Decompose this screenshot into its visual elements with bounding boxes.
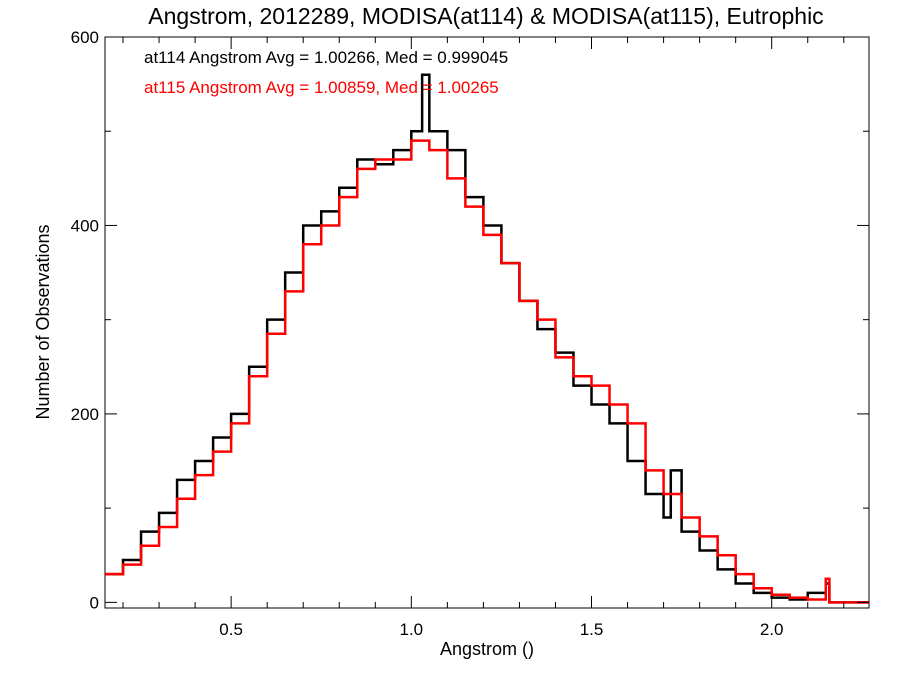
y-tick-label: 600 xyxy=(71,28,99,47)
x-tick-label: 1.5 xyxy=(580,620,604,639)
x-tick-label: 1.0 xyxy=(400,620,424,639)
series-line-at114 xyxy=(105,73,869,604)
x-axis-label: Angstrom () xyxy=(440,639,534,659)
y-tick-label: 200 xyxy=(71,405,99,424)
legend: at114 Angstrom Avg = 1.00266, Med = 0.99… xyxy=(144,48,508,97)
y-tick-label: 0 xyxy=(90,593,99,612)
series-line-at115 xyxy=(105,139,869,604)
plot-area: 0.5 1.0 1.5 2.0 0 200 400 600 xyxy=(71,28,870,639)
ticks-layer: 0.5 1.0 1.5 2.0 0 200 400 600 xyxy=(71,28,869,639)
y-axis-label: Number of Observations xyxy=(33,224,53,419)
x-tick-label: 2.0 xyxy=(760,620,784,639)
y-tick-label: 400 xyxy=(71,216,99,235)
plot-frame xyxy=(104,36,870,609)
series-layer xyxy=(105,73,869,604)
legend-entry-at114: at114 Angstrom Avg = 1.00266, Med = 0.99… xyxy=(144,48,508,67)
legend-entry-at115: at115 Angstrom Avg = 1.00859, Med = 1.00… xyxy=(144,78,499,97)
chart-title: Angstrom, 2012289, MODISA(at114) & MODIS… xyxy=(148,3,823,29)
x-tick-label: 0.5 xyxy=(219,620,243,639)
